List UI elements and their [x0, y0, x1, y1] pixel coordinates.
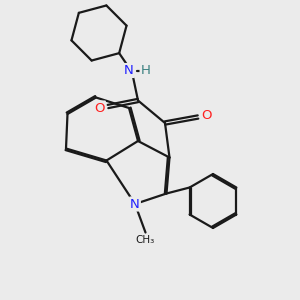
Text: N: N — [124, 64, 134, 77]
Text: N: N — [130, 197, 140, 211]
Text: H: H — [141, 64, 150, 77]
Text: O: O — [201, 109, 212, 122]
Text: O: O — [94, 101, 105, 115]
Text: CH₃: CH₃ — [136, 235, 155, 245]
